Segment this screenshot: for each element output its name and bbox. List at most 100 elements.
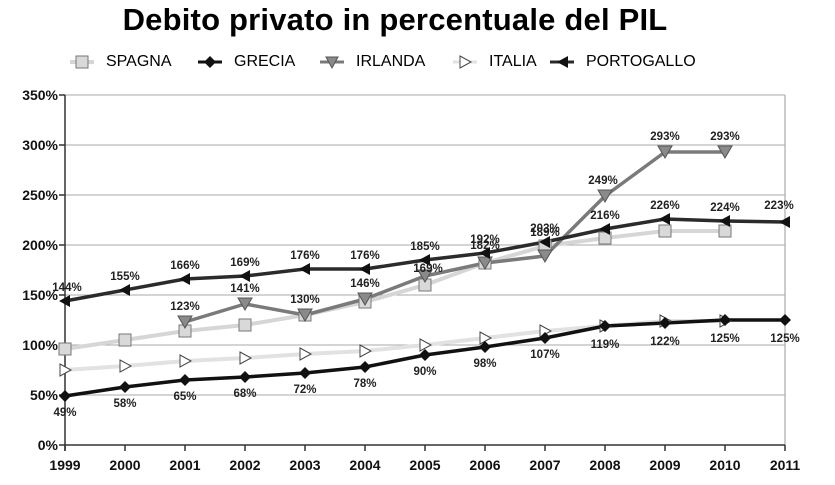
x-tick-label: 2003 bbox=[289, 457, 320, 473]
data-label-portogallo: 144% bbox=[52, 282, 81, 294]
data-label-irlanda: 249% bbox=[588, 175, 617, 187]
marker-grecia bbox=[299, 367, 311, 379]
data-label-irlanda: 130% bbox=[290, 294, 319, 306]
legend-swatch-italia bbox=[453, 55, 477, 69]
data-label-irlanda: 293% bbox=[650, 131, 679, 143]
marker-grecia bbox=[599, 320, 611, 332]
x-tick-label: 2010 bbox=[709, 457, 740, 473]
marker-portogallo bbox=[359, 263, 370, 275]
marker-portogallo bbox=[659, 213, 670, 225]
y-tick-label: 250% bbox=[22, 187, 58, 203]
marker-irlanda bbox=[417, 269, 433, 283]
series-line-spagna bbox=[64, 229, 725, 351]
data-label-grecia: 65% bbox=[173, 391, 196, 403]
series-line-irlanda bbox=[184, 150, 725, 324]
data-label-grecia: 98% bbox=[473, 358, 496, 370]
legend-label-italia: ITALIA bbox=[489, 53, 537, 70]
data-label-irlanda: 169% bbox=[413, 263, 442, 275]
data-label-portogallo: 192% bbox=[470, 234, 499, 246]
marker-portogallo bbox=[479, 247, 490, 259]
marker-portogallo bbox=[419, 254, 430, 266]
legend-swatch-grecia bbox=[198, 56, 222, 68]
data-label-grecia: 78% bbox=[353, 378, 376, 390]
marker-italia bbox=[119, 359, 133, 373]
marker-irlanda bbox=[537, 249, 553, 263]
marker-grecia bbox=[359, 361, 371, 373]
data-label-portogallo: 166% bbox=[170, 260, 199, 272]
series-markers bbox=[58, 145, 791, 402]
legend-item-spagna: SPAGNA bbox=[70, 50, 172, 74]
data-label-grecia: 107% bbox=[530, 349, 559, 361]
marker-italia bbox=[479, 331, 493, 345]
data-label-portogallo: 155% bbox=[110, 271, 139, 283]
x-tick-label: 2000 bbox=[109, 457, 140, 473]
marker-irlanda bbox=[297, 308, 313, 322]
x-tick-label: 2002 bbox=[229, 457, 260, 473]
marker-grecia bbox=[719, 314, 731, 326]
data-label-portogallo: 216% bbox=[590, 210, 619, 222]
marker-grecia bbox=[779, 314, 791, 326]
data-label-grecia: 125% bbox=[710, 333, 739, 345]
data-label-irlanda: 141% bbox=[230, 283, 259, 295]
axes: 0% 50% 100% 150% 200% 250% 300% 350% 1999 2000 200… bbox=[22, 87, 800, 473]
x-tick-label: 2008 bbox=[589, 457, 620, 473]
legend-label-grecia: GRECIA bbox=[234, 53, 296, 70]
marker-grecia bbox=[419, 349, 431, 361]
data-label-spagna: 182% bbox=[470, 240, 499, 252]
marker-portogallo bbox=[239, 270, 250, 282]
data-label-grecia: 49% bbox=[53, 407, 76, 419]
marker-irlanda bbox=[237, 297, 253, 311]
data-label-portogallo: 176% bbox=[350, 250, 379, 262]
y-tick-label: 0% bbox=[38, 437, 59, 453]
data-label-irlanda: 146% bbox=[350, 278, 379, 290]
y-tick-label: 300% bbox=[22, 137, 58, 153]
marker-portogallo bbox=[59, 295, 70, 307]
marker-irlanda bbox=[597, 189, 613, 203]
marker-irlanda bbox=[717, 145, 733, 159]
y-tick-label: 200% bbox=[22, 237, 58, 253]
marker-spagna bbox=[238, 318, 252, 332]
legend-item-irlanda: IRLANDA bbox=[320, 50, 425, 74]
y-tick-label: 150% bbox=[22, 287, 58, 303]
marker-portogallo bbox=[779, 216, 790, 228]
marker-grecia bbox=[59, 390, 71, 402]
marker-portogallo bbox=[179, 273, 190, 285]
marker-italia bbox=[59, 363, 73, 377]
x-tick-label: 2001 bbox=[169, 457, 200, 473]
data-label-portogallo: 185% bbox=[410, 241, 439, 253]
y-tick-label: 50% bbox=[30, 387, 59, 403]
data-label-portogallo: 203% bbox=[530, 223, 559, 235]
marker-italia bbox=[299, 347, 313, 361]
marker-grecia bbox=[119, 381, 131, 393]
data-label-portogallo: 224% bbox=[710, 202, 739, 214]
data-label-grecia: 58% bbox=[113, 398, 136, 410]
data-label-grecia: 119% bbox=[591, 339, 620, 351]
legend-item-italia: ITALIA bbox=[453, 50, 537, 74]
x-tick-label: 2009 bbox=[649, 457, 680, 473]
x-tick-label: 2011 bbox=[770, 457, 801, 473]
legend-label-spagna: SPAGNA bbox=[106, 53, 172, 70]
data-label-grecia: 125% bbox=[770, 333, 799, 345]
data-label-grecia: 122% bbox=[650, 336, 679, 348]
marker-spagna bbox=[718, 224, 732, 238]
x-tick-label: 2004 bbox=[349, 457, 380, 473]
marker-italia bbox=[419, 338, 433, 352]
y-tick-label: 350% bbox=[22, 87, 58, 103]
marker-grecia bbox=[239, 371, 251, 383]
marker-irlanda bbox=[657, 145, 673, 159]
marker-grecia bbox=[479, 341, 491, 353]
legend-swatch-portogallo bbox=[550, 56, 574, 68]
data-label-irlanda: 293% bbox=[710, 131, 739, 143]
data-label-portogallo: 226% bbox=[650, 200, 679, 212]
marker-irlanda bbox=[477, 256, 493, 270]
legend-swatch-irlanda bbox=[320, 56, 344, 70]
legend-item-grecia: GRECIA bbox=[198, 50, 295, 74]
legend-label-irlanda: IRLANDA bbox=[356, 53, 426, 70]
data-labels: 182% 189% 49% 58% 65% 68% 72% 78% 90% 98% 107% 119%… bbox=[52, 131, 799, 419]
marker-portogallo bbox=[299, 263, 310, 275]
data-label-grecia: 90% bbox=[413, 366, 436, 378]
marker-portogallo bbox=[539, 236, 550, 248]
x-tick-label: 2005 bbox=[409, 457, 440, 473]
marker-spagna bbox=[118, 333, 132, 347]
marker-grecia bbox=[179, 374, 191, 386]
